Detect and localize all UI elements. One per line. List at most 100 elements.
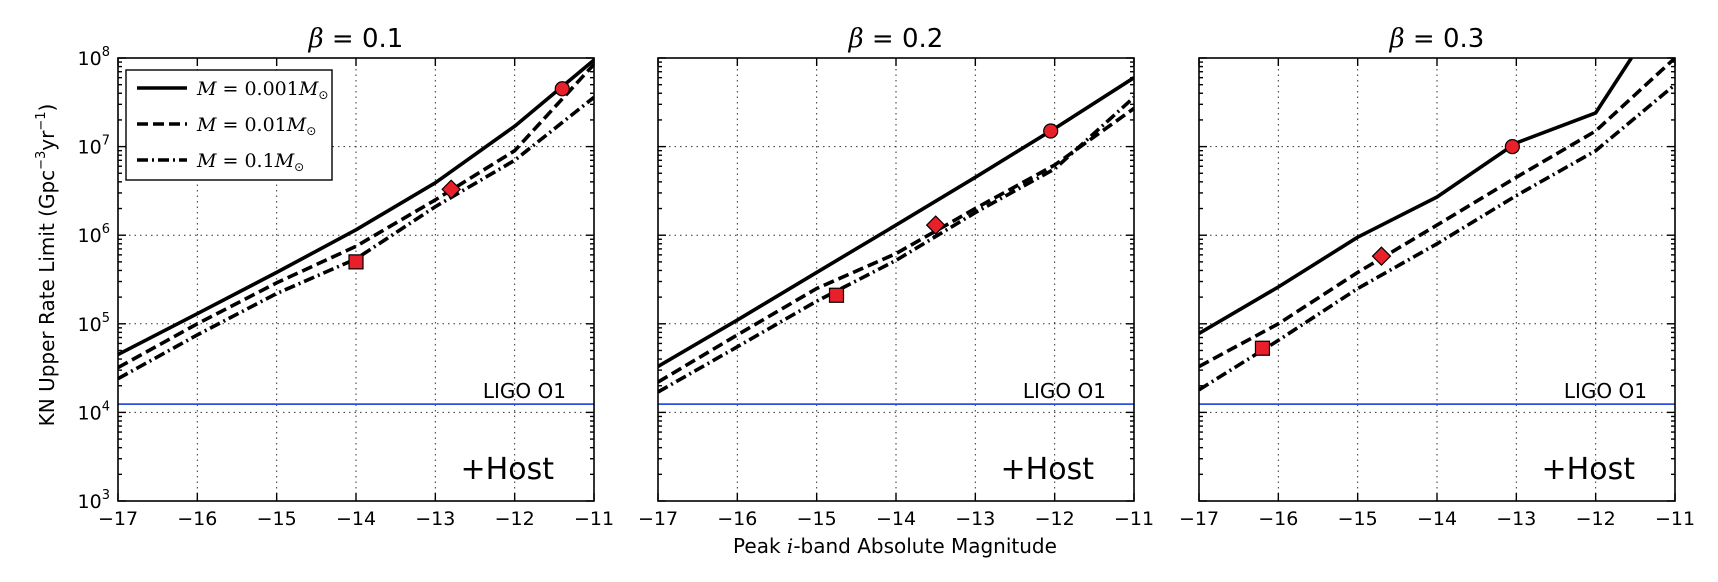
panel-3-xtick-label-2: −15 [1338, 508, 1378, 530]
panel-2-reference-label: LIGO O1 [1023, 379, 1106, 403]
panel-1-ytick-label-exp-3: 6 [102, 222, 110, 237]
panel-1-title-symbol: β [308, 24, 324, 54]
panel-2-xtick-label-6: −11 [1114, 508, 1154, 530]
panel-1-ytick-label-exp-5: 8 [102, 45, 110, 60]
panel-2-xtick-label-2: −15 [797, 508, 837, 530]
panel-3-annotation: +Host [1542, 452, 1636, 487]
panel-2-annotation: +Host [1001, 452, 1095, 487]
panel-2: LIGO O1 +Host −17 −16 −15 −14 −13 −12 −11 β = 0.2 [638, 24, 1154, 530]
panel-1-ytick-label-exp-4: 7 [102, 134, 110, 149]
panel-2-marker-diamond [925, 215, 946, 235]
panel-3-xtick-label-4: −13 [1496, 508, 1536, 530]
panel-1-ytick-label-base-1: 10 [78, 402, 102, 424]
panel-1-xtick-label-2: −15 [257, 508, 297, 530]
legend-entry-1-unit: M [298, 78, 319, 100]
panel-1-title-value: = 0.1 [324, 24, 404, 54]
panel-3-xtick-label-0: −17 [1179, 508, 1219, 530]
panel-3-title-value: = 0.3 [1405, 24, 1485, 54]
panel-3-marker-square [1254, 340, 1271, 356]
legend-entry-1-var: M [196, 78, 217, 100]
panel-1-ytick-label-exp-1: 4 [102, 399, 110, 414]
panel-1-xtick-label-4: −13 [415, 508, 455, 530]
x-axis-label-variable: i [787, 534, 793, 558]
legend-entry-3-var: M [196, 150, 217, 172]
panel-1-ytick-label-base-3: 10 [78, 225, 102, 247]
legend-entry-2: M = 0.01M⊙ [196, 114, 316, 138]
panel-2-title: β = 0.2 [848, 24, 944, 54]
legend-entry-2-value: = 0.01 [216, 114, 286, 136]
y-axis-label-close: ) [35, 104, 59, 112]
legend-entry-3-sun: ⊙ [294, 160, 304, 174]
panel-2-xtick-label-5: −12 [1035, 508, 1075, 530]
legend-entry-2-sun: ⊙ [306, 124, 316, 138]
panel-1-marker-circle [554, 81, 570, 97]
panel-3-series-dashdot [1199, 83, 1675, 392]
panel-1-title: β = 0.1 [308, 24, 404, 54]
panel-1-ytick-label-3: 106 [78, 222, 110, 247]
panel-1-marker-square [348, 254, 364, 270]
panel-1-ytick-label-2: 105 [78, 311, 110, 336]
panel-1-reference-label: LIGO O1 [483, 379, 566, 403]
panel-2-xtick-label-0: −17 [638, 508, 678, 530]
y-axis-label: KN Upper Rate Limit (Gpc−3yr−1) [34, 104, 59, 427]
panel-2-title-symbol: β [848, 24, 864, 54]
panel-1-series-group [118, 58, 594, 381]
x-axis-label-post: -band Absolute Magnitude [793, 534, 1057, 558]
panel-1: LIGO O1+Host−17 −16 −15 −14 −13 −12 −111031041… [78, 24, 615, 530]
panel-1-ytick-label-4: 107 [78, 134, 110, 159]
panel-1-ytick-label-base-4: 10 [78, 137, 102, 159]
legend-entry-3-unit: M [274, 150, 295, 172]
panel-3: LIGO O1 +Host −17 −16 −15 −14 −13 −12 −11 β = 0.3 [1179, 24, 1695, 530]
panel-3-marker-circle [1504, 139, 1520, 155]
y-axis-label-unit: yr [35, 130, 59, 151]
panel-1-ytick-label-base-2: 10 [78, 314, 102, 336]
panel-2-frame [657, 57, 1135, 502]
panel-3-title: β = 0.3 [1389, 24, 1485, 54]
panel-2-xtick-label-4: −13 [955, 508, 995, 530]
panel-1-ytick-label-5: 108 [78, 45, 110, 70]
legend-entry-1: M = 0.001M⊙ [196, 78, 328, 102]
panel-2-title-value: = 0.2 [864, 24, 944, 54]
panel-1-ytick-label-exp-0: 3 [102, 488, 110, 503]
panel-1-series-dashdot [118, 95, 594, 381]
panel-1-xtick-label-1: −16 [177, 508, 217, 530]
panel-1-xtick-label-0: −17 [98, 508, 138, 530]
panel-3-marker-diamond [1371, 246, 1392, 267]
y-axis-label-exponent-2: −1 [34, 111, 49, 130]
panel-3-xtick-label-1: −16 [1258, 508, 1298, 530]
panel-1-xtick-label-6: −11 [574, 508, 614, 530]
panel-3-xtick-label-6: −11 [1655, 508, 1695, 530]
panel-1-annotation: +Host [461, 452, 555, 487]
panel-1-series-dashed [118, 63, 594, 370]
panel-3-xtick-label-5: −12 [1576, 508, 1616, 530]
panels-layer: LIGO O1+Host−17 −16 −15 −14 −13 −12 −111031041… [78, 24, 1696, 530]
panel-2-xtick-label-1: −16 [717, 508, 757, 530]
panel-2-series-dashed [658, 106, 1134, 384]
panel-1-frame [117, 57, 595, 502]
legend-entry-2-unit: M [286, 114, 307, 136]
legend-entry-3-value: = 0.1 [216, 150, 274, 172]
panel-3-series-solid [1199, 58, 1633, 335]
panel-3-reference-label: LIGO O1 [1564, 379, 1647, 403]
panel-1-xtick-label-3: −14 [336, 508, 376, 530]
x-axis-label: Peak i-band Absolute Magnitude [733, 534, 1057, 558]
legend-entry-1-sun: ⊙ [318, 88, 328, 102]
y-axis-label-main: KN Upper Rate Limit (Gpc [35, 170, 59, 427]
panel-1-ytick-label-base-0: 10 [78, 491, 102, 513]
panel-1-marker-diamond [441, 179, 462, 200]
panel-3-xtick-label-3: −14 [1417, 508, 1457, 530]
panel-1-ytick-label-1: 104 [78, 399, 110, 424]
legend-entry-3: M = 0.1M⊙ [196, 150, 304, 174]
panel-2-xtick-label-3: −14 [876, 508, 916, 530]
legend-entry-1-value: = 0.001 [216, 78, 298, 100]
panel-2-marker-circle [1043, 123, 1059, 139]
panel-1-ytick-label-exp-2: 5 [102, 311, 110, 326]
panel-3-frame [1198, 57, 1676, 502]
y-axis-label-exponent-1: −3 [34, 151, 49, 170]
panel-1-ytick-label-base-5: 10 [78, 48, 102, 70]
panel-3-title-symbol: β [1389, 24, 1405, 54]
panel-2-marker-square [828, 287, 845, 303]
legend: M = 0.001M⊙ M = 0.01M⊙ M = 0.1M⊙ [125, 69, 333, 181]
